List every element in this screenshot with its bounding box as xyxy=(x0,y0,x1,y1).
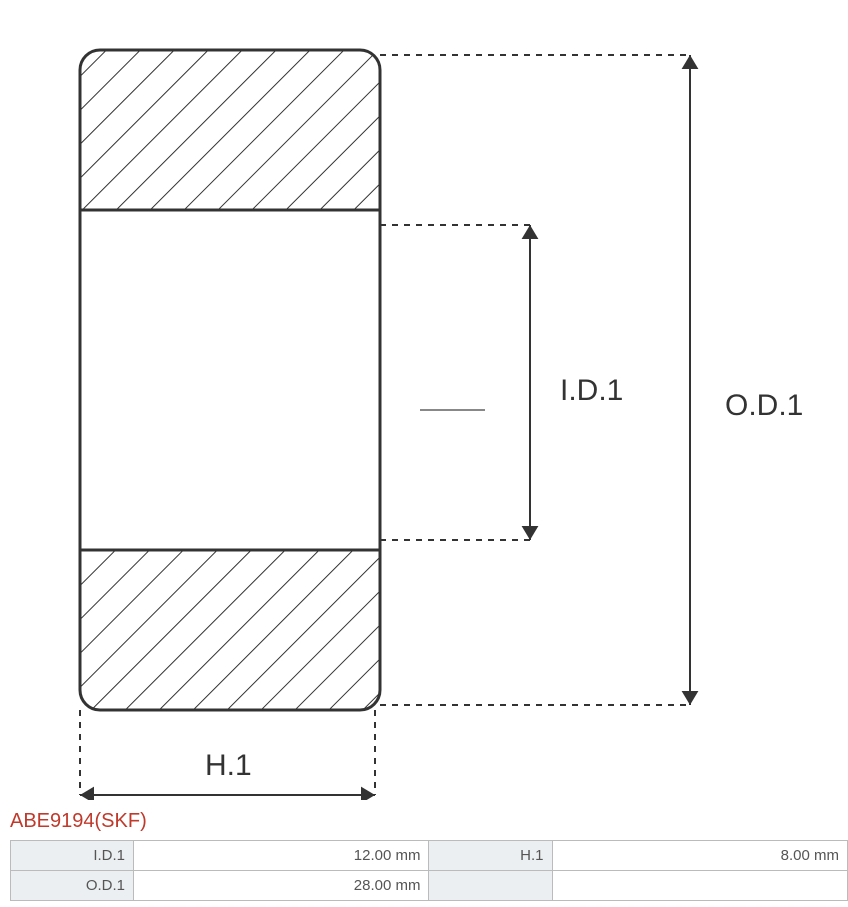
bearing-cross-section-diagram: I.D.1 O.D.1 H.1 xyxy=(10,10,838,800)
spec-label: O.D.1 xyxy=(11,871,134,901)
part-title: ABE9194(SKF) xyxy=(10,810,147,833)
spec-label: I.D.1 xyxy=(11,841,134,871)
hatch-top xyxy=(80,50,380,210)
table-row: O.D.1 28.00 mm xyxy=(11,871,848,901)
spec-value: 12.00 mm xyxy=(134,841,429,871)
spec-table: I.D.1 12.00 mm H.1 8.00 mm O.D.1 28.00 m… xyxy=(10,840,848,901)
table-row: I.D.1 12.00 mm H.1 8.00 mm xyxy=(11,841,848,871)
svg-text:I.D.1: I.D.1 xyxy=(560,374,623,407)
spec-label: H.1 xyxy=(429,841,552,871)
dimension-h1: H.1 xyxy=(80,710,375,800)
svg-text:H.1: H.1 xyxy=(205,749,252,782)
page: I.D.1 O.D.1 H.1 ABE9194(SKF) I.D.1 12.00… xyxy=(0,0,848,907)
svg-text:O.D.1: O.D.1 xyxy=(725,389,803,422)
spec-value: 8.00 mm xyxy=(552,841,848,871)
dimension-id1: I.D.1 xyxy=(380,225,623,540)
spec-label-blank xyxy=(429,871,552,901)
spec-value: 28.00 mm xyxy=(134,871,429,901)
spec-value xyxy=(552,871,848,901)
hatch-bottom xyxy=(80,550,380,710)
